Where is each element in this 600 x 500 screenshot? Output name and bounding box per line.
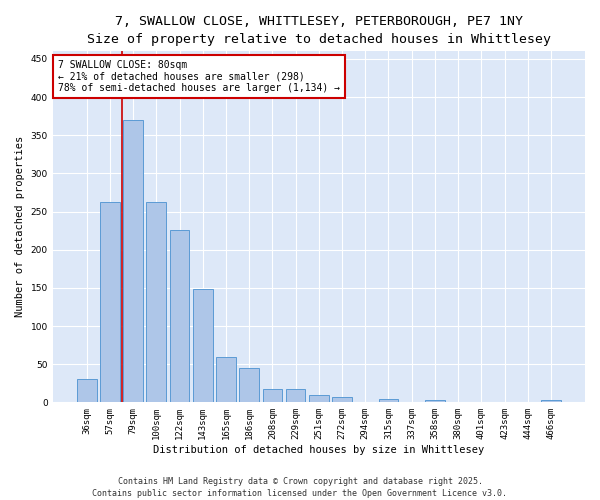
Bar xyxy=(332,397,352,402)
Bar xyxy=(239,368,259,402)
Bar xyxy=(263,388,282,402)
Bar xyxy=(286,388,305,402)
Bar xyxy=(123,120,143,403)
Bar xyxy=(146,202,166,402)
Bar xyxy=(77,380,97,402)
Bar xyxy=(170,230,190,402)
Bar xyxy=(541,400,561,402)
Bar xyxy=(100,202,120,402)
Title: 7, SWALLOW CLOSE, WHITTLESEY, PETERBOROUGH, PE7 1NY
Size of property relative to: 7, SWALLOW CLOSE, WHITTLESEY, PETERBOROU… xyxy=(87,15,551,46)
Bar xyxy=(379,398,398,402)
Bar xyxy=(193,290,212,403)
X-axis label: Distribution of detached houses by size in Whittlesey: Distribution of detached houses by size … xyxy=(153,445,484,455)
Text: Contains HM Land Registry data © Crown copyright and database right 2025.
Contai: Contains HM Land Registry data © Crown c… xyxy=(92,476,508,498)
Y-axis label: Number of detached properties: Number of detached properties xyxy=(15,136,25,318)
Bar xyxy=(216,356,236,403)
Bar xyxy=(309,394,329,402)
Bar xyxy=(425,400,445,402)
Text: 7 SWALLOW CLOSE: 80sqm
← 21% of detached houses are smaller (298)
78% of semi-de: 7 SWALLOW CLOSE: 80sqm ← 21% of detached… xyxy=(58,60,340,94)
